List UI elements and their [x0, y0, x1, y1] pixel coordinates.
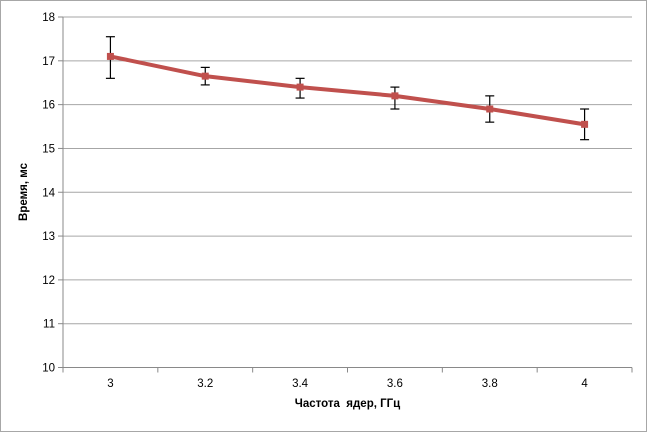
data-point-marker — [486, 105, 494, 113]
y-tick-label: 15 — [42, 143, 55, 155]
y-tick-label: 10 — [42, 363, 55, 375]
y-tick-label: 13 — [42, 231, 55, 243]
x-axis-title: Частота ядер, ГГц — [294, 398, 401, 410]
x-tick-label: 4 — [581, 378, 588, 390]
y-tick-label: 11 — [43, 319, 55, 331]
y-tick-label: 12 — [42, 275, 55, 287]
x-tick-label: 3.4 — [292, 378, 309, 390]
x-tick-label: 3 — [107, 378, 113, 390]
data-point-marker — [581, 120, 589, 128]
data-point-marker — [296, 83, 304, 91]
x-tick-label: 3.6 — [387, 378, 403, 390]
series-line — [108, 54, 587, 127]
data-point-marker — [106, 52, 114, 60]
x-tick-label: 3.2 — [197, 378, 213, 390]
y-tick-label: 16 — [42, 100, 55, 112]
y-tick-label: 17 — [42, 56, 55, 68]
data-point-marker — [391, 92, 399, 100]
y-tick-label: 14 — [42, 187, 55, 199]
x-tick-label: 3.8 — [482, 378, 498, 390]
y-axis-title: Время, мс — [18, 163, 30, 221]
y-tick-label: 18 — [42, 12, 55, 24]
data-point-marker — [201, 72, 209, 80]
